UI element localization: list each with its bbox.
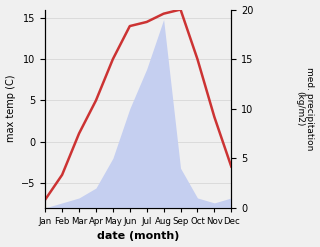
X-axis label: date (month): date (month) [97, 231, 180, 242]
Y-axis label: max temp (C): max temp (C) [5, 75, 16, 143]
Y-axis label: med. precipitation
(kg/m2): med. precipitation (kg/m2) [295, 67, 315, 150]
